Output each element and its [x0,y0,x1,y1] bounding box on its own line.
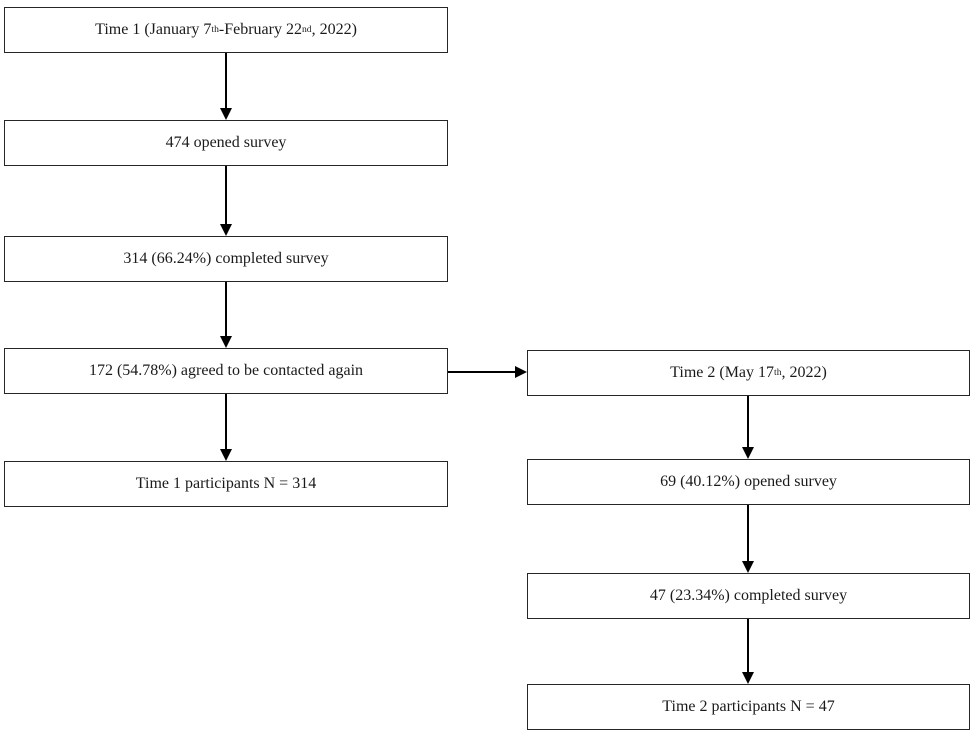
right-arrow-agreed-to-time2-header [448,371,515,373]
down-arrow-time1-agreed-to-participants [225,394,227,449]
down-arrow-time1-opened-to-completed [225,166,227,224]
flow-box-time1-participants: Time 1 participants N = 314 [4,461,448,507]
down-arrow-time2-completed-to-participants [747,619,749,672]
down-arrow-time2-opened-to-completed [747,505,749,561]
flow-box-time2-completed: 47 (23.34%) completed survey [527,573,970,619]
flow-box-time1-completed: 314 (66.24%) completed survey [4,236,448,282]
flow-box-time2-opened: 69 (40.12%) opened survey [527,459,970,505]
down-arrow-time2-header-to-opened [747,396,749,447]
flow-box-time1-agreed: 172 (54.78%) agreed to be contacted agai… [4,348,448,394]
flow-box-time2-participants: Time 2 participants N = 47 [527,684,970,730]
down-arrow-time1-completed-to-agreed [225,282,227,336]
flow-box-time1-opened: 474 opened survey [4,120,448,166]
down-arrow-time1-header-to-opened [225,53,227,108]
